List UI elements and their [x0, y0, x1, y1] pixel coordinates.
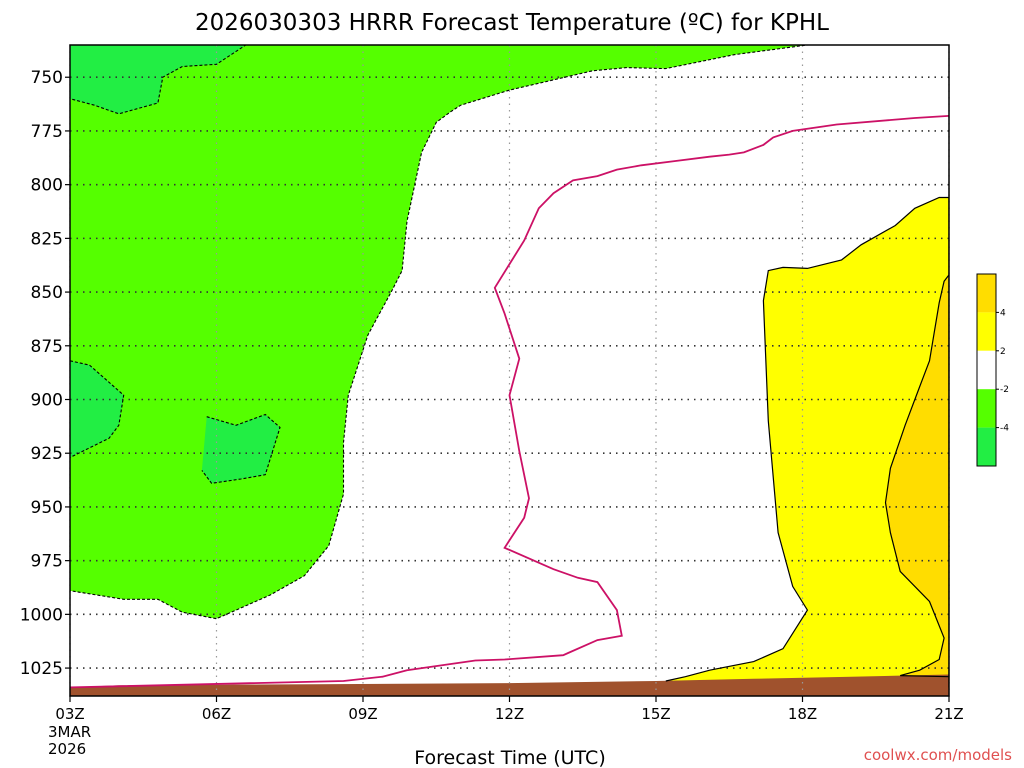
colorbar-frame [976, 273, 997, 467]
x-tick-label: 03Z [55, 705, 84, 723]
colorbar-label: 4 [1000, 308, 1006, 318]
fill-below-minus4 [201, 414, 280, 484]
contour-line-positive [884, 274, 949, 678]
chart-title: 2026030303 HRRR Forecast Temperature (ºC… [195, 10, 829, 36]
y-tick-label: 825 [31, 229, 63, 249]
zero-isotherm-line [70, 115, 949, 689]
y-axis-ticks: 750 775 800 825 850 875 900 925 950 975 1000 1025 [20, 68, 70, 679]
x-tick-label: 18Z [788, 705, 817, 723]
colorbar-label: -2 [1000, 385, 1009, 395]
contour-line-positive [665, 196, 949, 688]
date-label-month: 3MAR [48, 723, 91, 741]
contour-line-negative [70, 360, 125, 458]
y-tick-label: 950 [31, 498, 63, 518]
colorbar-label: -4 [1000, 424, 1009, 434]
colorbar-swatch [977, 312, 996, 351]
ground-terrain [70, 674, 949, 696]
y-tick-label: 900 [31, 391, 63, 411]
fill-above-4 [885, 274, 949, 677]
x-axis-ticks: 03Z 06Z 09Z 12Z 15Z 18Z 21Z [55, 696, 964, 723]
contour-line-negative [201, 413, 281, 484]
x-tick-label: 09Z [348, 705, 377, 723]
fill-below-minus4 [70, 45, 246, 114]
colorbar-swatch [977, 274, 996, 313]
colorbar-label: 2 [1000, 347, 1006, 357]
x-tick-label: 21Z [934, 705, 963, 723]
colorbar-swatch [977, 389, 996, 428]
y-tick-label: 775 [31, 122, 63, 142]
credit-text: coolwx.com/models [864, 746, 1012, 764]
y-tick-label: 875 [31, 337, 63, 357]
y-tick-label: 975 [31, 552, 63, 572]
y-tick-label: 1000 [20, 605, 63, 625]
colorbar: 4 2 -2 -4 [976, 273, 1009, 467]
colorbar-swatch [977, 350, 996, 390]
colorbar-swatch [977, 427, 996, 466]
contour-lines [70, 45, 949, 689]
fill-2-to-4 [665, 197, 949, 688]
x-axis-label: Forecast Time (UTC) [414, 747, 605, 768]
x-tick-label: 15Z [641, 705, 670, 723]
x-tick-label: 12Z [495, 705, 524, 723]
contour-line-negative [70, 45, 247, 115]
y-tick-label: 750 [31, 68, 63, 88]
contour-line-negative [70, 45, 808, 620]
y-tick-label: 925 [31, 444, 63, 464]
x-tick-label: 06Z [202, 705, 231, 723]
fill-below-minus4 [70, 360, 124, 458]
date-label-year: 2026 [48, 740, 86, 758]
y-tick-label: 800 [31, 176, 63, 196]
y-tick-label: 1025 [20, 659, 63, 679]
y-tick-label: 850 [31, 283, 63, 303]
